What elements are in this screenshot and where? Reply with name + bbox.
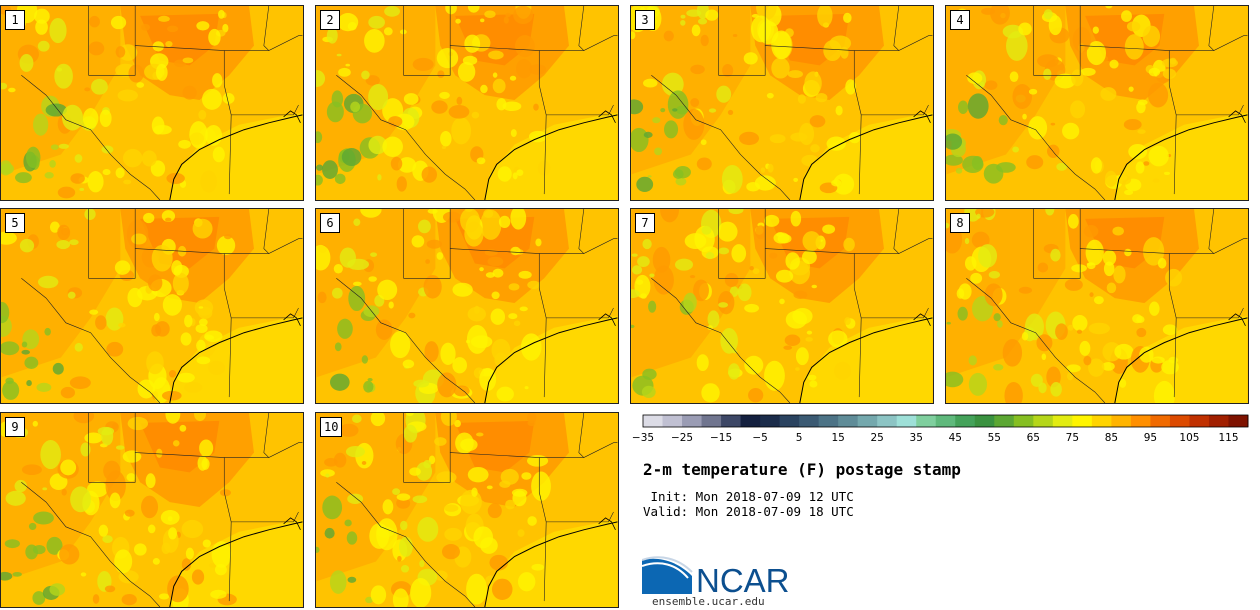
ensemble-member-panel: 2 [315, 5, 619, 201]
temperature-map [316, 209, 618, 403]
colorbar-segment [643, 415, 664, 427]
valid-time: Valid: Mon 2018-07-09 18 UTC [643, 504, 854, 519]
temperature-map [1, 209, 303, 403]
colorbar-segment [974, 415, 995, 427]
member-number-label: 10 [320, 417, 343, 437]
init-time: Init: Mon 2018-07-09 12 UTC [643, 489, 854, 504]
temperature-map [1, 413, 303, 607]
colorbar-tick-label: 95 [1144, 432, 1157, 442]
temperature-map [1, 6, 303, 200]
colorbar-tick-label: 65 [1027, 432, 1040, 442]
ensemble-member-panel: 4 [945, 5, 1249, 201]
colorbar-tick-label: 85 [1105, 432, 1118, 442]
colorbar-segment [662, 415, 683, 427]
colorbar-tick-label: 5 [796, 432, 803, 442]
colorbar-segment [955, 415, 976, 427]
temperature-map [316, 413, 618, 607]
colorbar-segment [994, 415, 1015, 427]
colorbar-segment [701, 415, 722, 427]
ensemble-member-panel: 9 [0, 412, 304, 608]
colorbar-segment [1013, 415, 1034, 427]
colorbar-segment [1091, 415, 1112, 427]
colorbar-segment [1189, 415, 1210, 427]
colorbar-segment [1111, 415, 1132, 427]
member-number-label: 4 [950, 10, 970, 30]
ensemble-member-panel: 1 [0, 5, 304, 201]
colorbar-segment [1130, 415, 1151, 427]
colorbar-segment [740, 415, 761, 427]
ncar-logo-text: NCAR [696, 562, 790, 596]
colorbar-segment [1072, 415, 1093, 427]
member-number-label: 7 [635, 213, 655, 233]
colorbar-segment [877, 415, 898, 427]
member-number-label: 1 [5, 10, 25, 30]
colorbar-tick-label: −35 [632, 432, 654, 442]
colorbar-tick-label: 45 [949, 432, 962, 442]
ensemble-member-panel: 6 [315, 208, 619, 404]
colorbar-segment [799, 415, 820, 427]
colorbar-segment [1169, 415, 1190, 427]
colorbar-segment [721, 415, 742, 427]
member-number-label: 8 [950, 213, 970, 233]
colorbar-segment [935, 415, 956, 427]
colorbar-tick-label: −5 [752, 432, 767, 442]
colorbar-segment [818, 415, 839, 427]
ncar-logo: NCAR [642, 556, 790, 596]
ensemble-member-panel: 5 [0, 208, 304, 404]
temperature-map [946, 6, 1248, 200]
temperature-map [316, 6, 618, 200]
colorbar-segment [1033, 415, 1054, 427]
colorbar-segment [916, 415, 937, 427]
ensemble-member-panel: 8 [945, 208, 1249, 404]
colorbar-tick-label: 105 [1179, 432, 1199, 442]
colorbar-segment [760, 415, 781, 427]
ensemble-member-panel: 10 [315, 412, 619, 608]
colorbar-tick-label: 15 [831, 432, 844, 442]
colorbar-tick-label: 35 [910, 432, 923, 442]
ensemble-member-panel: 7 [630, 208, 934, 404]
colorbar-tick-label: 115 [1218, 432, 1238, 442]
plot-title: 2-m temperature (F) postage stamp [643, 460, 961, 479]
colorbar-segment [838, 415, 859, 427]
temperature-map [631, 209, 933, 403]
member-number-label: 2 [320, 10, 340, 30]
temperature-map [631, 6, 933, 200]
colorbar-tick-label: −25 [671, 432, 693, 442]
colorbar-segment [857, 415, 878, 427]
member-number-label: 6 [320, 213, 340, 233]
colorbar-tick-label: −15 [710, 432, 732, 442]
member-number-label: 9 [5, 417, 25, 437]
colorbar-segment [682, 415, 703, 427]
member-number-label: 3 [635, 10, 655, 30]
colorbar-segment [1228, 415, 1249, 427]
colorbar-segment [1150, 415, 1171, 427]
ensemble-member-panel: 3 [630, 5, 934, 201]
temperature-colorbar: −35 −25 −15 −5 5 15 25 35 45 55 65 75 85 95 105 115 [632, 414, 1249, 442]
colorbar-segment [1208, 415, 1229, 427]
temperature-map [946, 209, 1248, 403]
colorbar-segment [896, 415, 917, 427]
colorbar-segment [779, 415, 800, 427]
colorbar-border [642, 414, 1249, 428]
colorbar-tick-label: 25 [871, 432, 884, 442]
colorbar-segment [1052, 415, 1073, 427]
colorbar-tick-label: 55 [988, 432, 1001, 442]
colorbar-tick-label: 75 [1066, 432, 1079, 442]
website-url: ensemble.ucar.edu [652, 595, 765, 608]
member-number-label: 5 [5, 213, 25, 233]
